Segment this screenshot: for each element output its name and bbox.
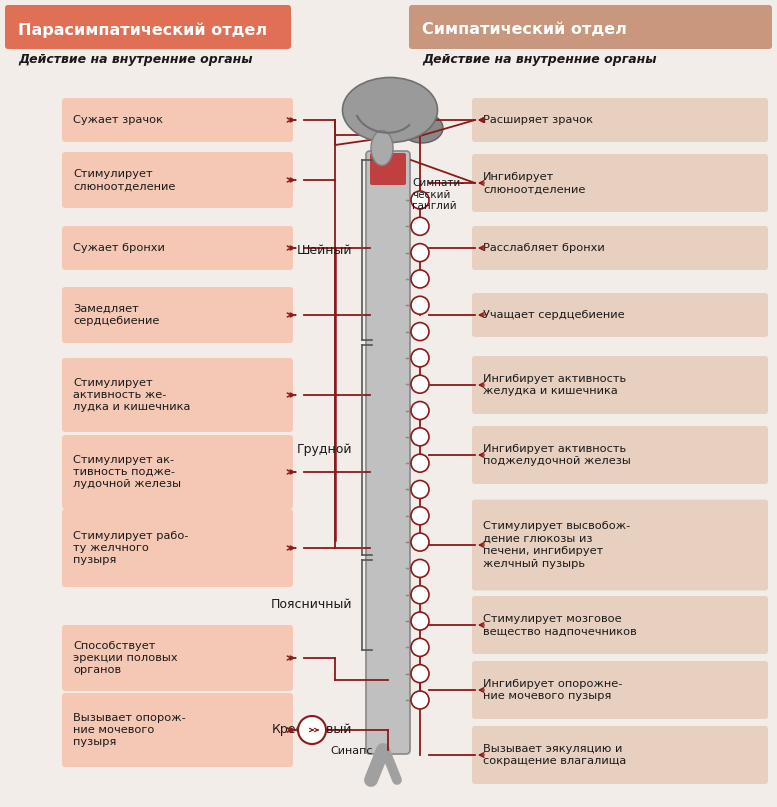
Text: Способствует
эрекции половых
органов: Способствует эрекции половых органов [73,641,178,675]
Circle shape [411,454,429,472]
Circle shape [411,402,429,420]
Circle shape [411,296,429,314]
Circle shape [411,217,429,236]
Text: Стимулирует мозговое
вещество надпочечников: Стимулирует мозговое вещество надпочечни… [483,614,636,636]
Circle shape [411,349,429,367]
FancyBboxPatch shape [472,356,768,414]
Text: Расширяет зрачок: Расширяет зрачок [483,115,593,125]
Text: Ингибирует опорожне-
ние мочевого пузыря: Ингибирует опорожне- ние мочевого пузыря [483,679,622,701]
Ellipse shape [401,113,443,143]
Text: Грудной: Грудной [297,444,352,457]
FancyBboxPatch shape [62,226,293,270]
Text: Вызывает эякуляцию и
сокращение влагалища: Вызывает эякуляцию и сокращение влагалищ… [483,744,626,766]
FancyBboxPatch shape [472,293,768,337]
Circle shape [411,428,429,445]
Circle shape [411,533,429,551]
Text: Расслабляет бронхи: Расслабляет бронхи [483,243,605,253]
Ellipse shape [371,131,393,165]
FancyBboxPatch shape [62,625,293,691]
FancyBboxPatch shape [5,5,291,49]
Circle shape [411,638,429,656]
FancyBboxPatch shape [62,435,293,509]
Text: Ингибирует
слюноотделение: Ингибирует слюноотделение [483,172,585,194]
FancyBboxPatch shape [472,661,768,719]
Circle shape [411,480,429,499]
Circle shape [411,244,429,261]
Circle shape [298,716,326,744]
Circle shape [411,612,429,630]
Text: Симпати-
ческий
ганглий: Симпати- ческий ганглий [412,178,464,211]
FancyBboxPatch shape [62,287,293,343]
Circle shape [411,507,429,525]
Circle shape [411,270,429,288]
FancyBboxPatch shape [370,153,406,185]
Text: Ингибирует активность
поджелудочной железы: Ингибирует активность поджелудочной желе… [483,444,631,466]
Text: Вызывает опорож-
ние мочевого
пузыря: Вызывает опорож- ние мочевого пузыря [73,713,186,747]
Text: Парасимпатический отдел: Парасимпатический отдел [18,23,267,38]
Text: Сужает бронхи: Сужает бронхи [73,243,165,253]
Text: Симпатический отдел: Симпатический отдел [422,23,627,37]
Text: Стимулирует высвобож-
дение глюкозы из
печени, ингибирует
желчный пузырь: Стимулирует высвобож- дение глюкозы из п… [483,521,630,569]
Text: Замедляет
сердцебиение: Замедляет сердцебиение [73,303,159,326]
FancyBboxPatch shape [472,154,768,212]
Circle shape [411,691,429,709]
FancyBboxPatch shape [366,151,410,754]
Text: Учащает сердцебиение: Учащает сердцебиение [483,310,625,320]
FancyBboxPatch shape [472,596,768,654]
Text: Стимулирует
активность же-
лудка и кишечника: Стимулирует активность же- лудка и кишеч… [73,378,190,412]
FancyBboxPatch shape [62,98,293,142]
FancyBboxPatch shape [62,509,293,587]
FancyBboxPatch shape [472,726,768,784]
FancyBboxPatch shape [62,693,293,767]
Text: Сужает зрачок: Сужает зрачок [73,115,163,125]
Text: Стимулирует рабо-
ту желчного
пузыря: Стимулирует рабо- ту желчного пузыря [73,530,189,566]
Circle shape [411,586,429,604]
Text: Крестцовый: Крестцовый [272,724,352,737]
Text: Шейный: Шейный [297,244,352,257]
FancyBboxPatch shape [62,152,293,208]
Text: Поясничный: Поясничный [270,599,352,612]
Text: Действие на внутренние органы: Действие на внутренние органы [422,53,657,66]
Circle shape [411,191,429,209]
Text: Стимулирует
слюноотделение: Стимулирует слюноотделение [73,169,176,191]
Text: Действие на внутренние органы: Действие на внутренние органы [18,53,253,66]
Text: Стимулирует ак-
тивность поджe-
лудочной железы: Стимулирует ак- тивность поджe- лудочной… [73,454,181,489]
Text: Синапс: Синапс [330,746,372,756]
FancyBboxPatch shape [409,5,772,49]
Circle shape [411,665,429,683]
Ellipse shape [343,77,437,143]
FancyBboxPatch shape [472,426,768,484]
FancyBboxPatch shape [62,358,293,432]
Circle shape [411,323,429,341]
Text: Ингибирует активность
желудка и кишечника: Ингибирует активность желудка и кишечник… [483,374,626,396]
FancyBboxPatch shape [472,226,768,270]
Circle shape [411,559,429,578]
FancyBboxPatch shape [472,500,768,591]
Circle shape [411,375,429,393]
FancyBboxPatch shape [472,98,768,142]
